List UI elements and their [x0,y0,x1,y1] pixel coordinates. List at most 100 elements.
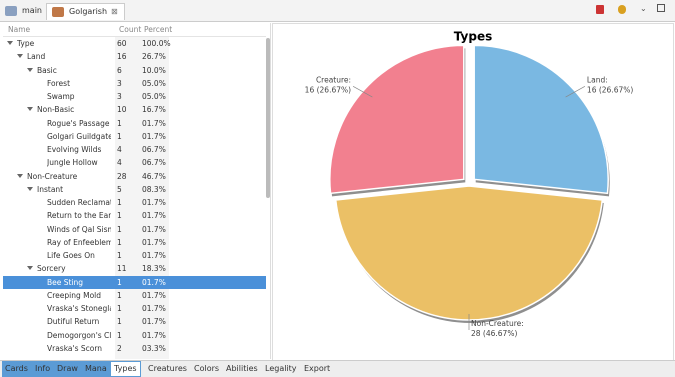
tree-row[interactable]: Land 16 26.7% [3,50,266,63]
row-percent: 01.7% [142,211,166,221]
expand-arrow[interactable] [7,41,13,45]
tree-row[interactable]: Type 60 100.0% [3,37,266,50]
tree-row[interactable]: Ray of Enfeeblemen 1 01.7% [3,236,266,249]
tree-row[interactable]: Bee Sting 1 01.7% [3,275,266,289]
row-name: Vraska's Scorn [47,343,103,353]
pie-slice[interactable] [473,44,609,195]
row-count: 11 [117,264,127,274]
tree-row[interactable]: Winds of Qal Sisma 1 01.7% [3,223,266,236]
row-count: 1 [117,118,122,128]
tree-row[interactable]: Vraska's Stoneglare 1 01.7% [3,302,266,315]
tree-row[interactable]: Rogue's Passage 1 01.7% [3,117,266,130]
row-percent: 01.7% [142,290,166,300]
expand-arrow[interactable] [27,67,33,72]
bottom-tab[interactable]: Export [304,364,331,373]
tree-row[interactable]: Golgari Guildgate 1 01.7% [3,130,266,143]
pie-slice[interactable] [334,185,604,321]
row-percent: 01.7% [142,330,166,340]
tree-row[interactable]: Vraska's Scorn 2 03.3% [3,342,266,355]
toolbar-button[interactable] [596,5,604,14]
slice-value-label: 16 (26.67%) [305,85,351,94]
row-name: Ray of Enfeeblemen [47,237,111,247]
bottom-tab[interactable]: Draw [57,364,78,373]
row-count: 5 [117,184,122,194]
row-name: Life Goes On [47,251,95,260]
row-name: Land [27,52,46,62]
close-icon[interactable]: ⊠ [111,7,118,16]
row-count: 10 [117,105,127,115]
row-name: Evolving Wilds [47,145,102,154]
tree-row[interactable]: Non-Creature 28 46.7% [3,170,266,183]
row-percent: 16.7% [142,105,166,115]
bottom-tab[interactable]: Creatures [148,364,187,373]
tree-row[interactable]: Jungle Hollow 4 06.7% [3,156,266,169]
row-percent: 01.7% [142,277,166,287]
row-percent: 01.7% [142,224,166,234]
tree-row[interactable]: Return to the Earth 1 01.7% [3,209,266,222]
tab[interactable]: main [0,3,48,19]
row-count: 1 [117,211,122,221]
bottom-tab[interactable]: Colors [194,364,220,373]
row-percent: 46.7% [142,171,166,181]
tree-row[interactable]: Forest 3 05.0% [3,77,266,90]
expand-arrow[interactable] [27,107,33,112]
row-percent: 01.7% [142,304,166,313]
tree-row[interactable]: Demogorgon's Clut 1 01.7% [3,329,266,342]
row-count: 4 [117,158,122,168]
row-percent: 18.3% [142,264,166,274]
tree-row[interactable]: Non-Basic 10 16.7% [3,103,266,116]
row-count: 1 [117,290,122,300]
expand-arrow[interactable] [17,173,23,178]
chart-title: Types [454,30,492,44]
tab[interactable]: Golgarish ⊠ [46,3,125,20]
row-name: Instant [37,184,64,194]
bottom-tab[interactable]: Legality [265,364,297,373]
pie-slice[interactable] [329,44,465,195]
column-header: Name [8,25,31,34]
tree-row[interactable]: Life Goes On 1 01.7% [3,249,266,262]
expand-arrow[interactable] [27,266,33,271]
slice-label: Non-Creature: [471,319,524,328]
maximize-button[interactable] [657,4,665,12]
bottom-tab[interactable]: Cards [5,364,28,373]
tree-row[interactable]: Creeping Mold 1 01.7% [3,289,266,302]
expand-arrow[interactable] [17,54,23,59]
tree-row[interactable]: Basic 6 10.0% [3,64,266,77]
tree-row[interactable]: Instant 5 08.3% [3,183,266,196]
row-count: 1 [117,277,122,287]
header-border [3,36,266,37]
scrollbar[interactable] [266,38,270,198]
chart-panel: Types Land: 16 (26.67%) Non-Creature: 28 (4… [272,23,674,361]
tree-row[interactable]: Swamp 3 05.0% [3,90,266,103]
row-count: 3 [117,92,122,101]
bottom-tab[interactable]: Abilities [226,364,258,373]
bottom-tab[interactable]: Mana [85,364,107,373]
row-percent: 03.3% [142,343,166,353]
row-count: 6 [117,65,122,75]
view-menu[interactable]: ⌄ [640,4,647,13]
column-header: Count [119,25,142,34]
row-count: 1 [117,131,122,141]
tree-row[interactable]: Dutiful Return 1 01.7% [3,315,266,328]
bottom-tab[interactable]: Info [35,364,51,373]
row-count: 1 [117,317,122,327]
row-count: 1 [117,224,122,234]
row-count: 2 [117,343,122,353]
slice-label: Creature: [316,75,351,84]
pie-chart: Types Land:16 (26.67%)Non-Creature:28 (4… [305,30,634,339]
toolbar-button[interactable] [618,5,626,14]
expand-arrow[interactable] [27,186,33,191]
tree-row[interactable]: Evolving Wilds 4 06.7% [3,143,266,156]
bottom-tab-bar: Cards Info Draw Mana Types Creatures Colors Abi… [0,360,675,377]
row-count: 1 [117,237,122,247]
row-name: Forest [47,78,71,88]
tree-row[interactable]: Sudden Reclamatio 1 01.7% [3,196,266,209]
row-percent: 10.0% [142,65,166,75]
row-percent: 05.0% [142,78,166,88]
row-name: Return to the Earth [47,211,111,221]
row-name: Sorcery [37,264,66,274]
column-header: Percent [144,25,173,34]
tree-row[interactable]: Sorcery 11 18.3% [3,262,266,275]
bottom-tab[interactable]: Types [111,362,140,376]
